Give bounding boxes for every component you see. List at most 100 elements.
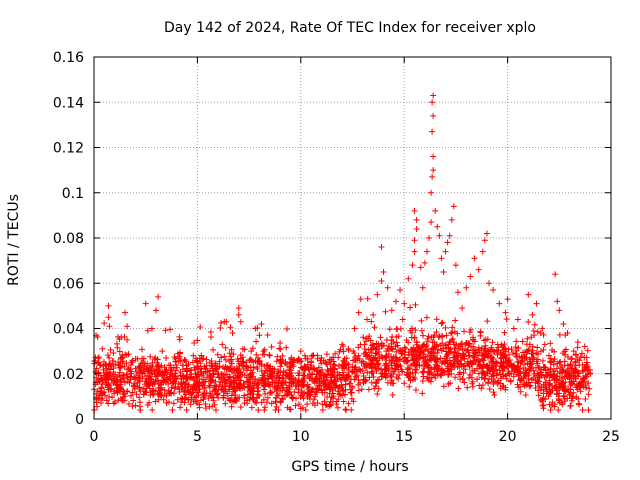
roti-point [430, 167, 437, 174]
roti-background-point [542, 379, 549, 386]
roti-background-point [393, 334, 400, 341]
roti-background-point [261, 363, 268, 370]
roti-background-point [527, 382, 534, 389]
roti-point [428, 219, 435, 226]
roti-background-point [103, 365, 110, 372]
roti-background-point [212, 360, 219, 367]
roti-background-point [542, 384, 549, 391]
roti-background-point [347, 376, 354, 383]
roti-background-point [540, 395, 547, 402]
roti-background-point [522, 366, 529, 373]
roti-background-point [110, 349, 117, 356]
roti-background-point [568, 367, 575, 374]
roti-background-point [367, 360, 374, 367]
roti-point [142, 300, 149, 307]
roti-point [471, 255, 478, 262]
roti-background-point [253, 399, 260, 406]
roti-background-point [547, 359, 554, 366]
roti-background-point [442, 324, 449, 331]
roti-background-point [584, 347, 591, 354]
roti-background-point [141, 360, 148, 367]
roti-background-point [199, 381, 206, 388]
roti-background-point [583, 373, 590, 380]
roti-background-point [234, 356, 241, 363]
y-tick-label: 0 [75, 412, 84, 428]
roti-background-point [107, 373, 114, 380]
roti-background-point [431, 364, 438, 371]
roti-background-point [355, 387, 362, 394]
roti-background-point [98, 375, 105, 382]
roti-point [452, 262, 459, 269]
roti-background-point [194, 337, 201, 344]
roti-background-point [486, 386, 493, 393]
roti-background-point [412, 369, 419, 376]
roti-background-point [564, 395, 571, 402]
roti-background-point [389, 358, 396, 365]
roti-background-point [326, 390, 333, 397]
roti-background-point [299, 392, 306, 399]
roti-background-point [443, 348, 450, 355]
roti-background-point [397, 356, 404, 363]
roti-background-point [124, 378, 131, 385]
roti-background-point [258, 399, 265, 406]
roti-point [190, 352, 197, 359]
roti-background-point [540, 402, 547, 409]
roti-point [148, 325, 155, 332]
roti-background-point [98, 399, 105, 406]
roti-background-point [388, 337, 395, 344]
roti-background-point [481, 346, 488, 353]
roti-background-point [127, 374, 134, 381]
roti-background-point [206, 403, 213, 410]
roti-background-point [567, 389, 574, 396]
roti-background-point [208, 334, 215, 341]
roti-background-point [473, 356, 480, 363]
roti-point [481, 237, 488, 244]
roti-background-point [484, 348, 491, 355]
roti-background-point [551, 348, 558, 355]
roti-background-point [465, 360, 472, 367]
roti-point [95, 359, 102, 366]
roti-background-point [207, 329, 214, 336]
roti-background-point [277, 363, 284, 370]
roti-background-point [339, 361, 346, 368]
x-tick-label: 0 [90, 429, 99, 445]
roti-background-point [525, 318, 532, 325]
roti-background-point [491, 360, 498, 367]
roti-point [235, 311, 242, 318]
roti-background-point [366, 333, 373, 340]
roti-background-point [488, 354, 495, 361]
roti-background-point [219, 383, 226, 390]
roti-background-point [383, 348, 390, 355]
roti-background-point [501, 329, 508, 336]
roti-background-point [294, 357, 301, 364]
roti-background-point [301, 382, 308, 389]
roti-background-point [431, 356, 438, 363]
roti-background-point [105, 400, 112, 407]
roti-background-point [298, 381, 305, 388]
roti-background-point [564, 362, 571, 369]
roti-point [405, 275, 412, 282]
roti-background-point [460, 369, 467, 376]
roti-background-point [273, 358, 280, 365]
roti-background-point [432, 374, 439, 381]
roti-background-point [485, 364, 492, 371]
roti-background-point [562, 379, 569, 386]
roti-background-point [235, 372, 242, 379]
roti-background-point [560, 392, 567, 399]
roti-background-point [564, 353, 571, 360]
roti-background-point [273, 403, 280, 410]
roti-background-point [343, 360, 350, 367]
roti-background-point [447, 330, 454, 337]
roti-background-point [222, 356, 229, 363]
roti-background-point [481, 337, 488, 344]
roti-background-point [247, 371, 254, 378]
roti-background-point [412, 301, 419, 308]
roti-background-point [550, 358, 557, 365]
roti-background-point [160, 378, 167, 385]
roti-point [541, 341, 548, 348]
roti-background-point [137, 362, 144, 369]
roti-background-point [228, 403, 235, 410]
roti-background-point [300, 395, 307, 402]
y-tick-label: 0.02 [53, 367, 84, 383]
roti-background-point [147, 353, 154, 360]
